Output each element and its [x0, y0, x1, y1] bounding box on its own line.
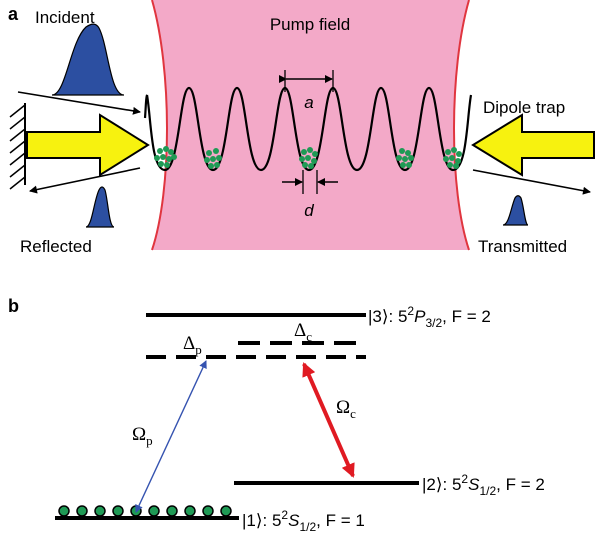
- coupling-transition-arrow: [302, 362, 355, 478]
- omega-p-sym: Ω: [132, 424, 146, 445]
- level-3-sup: 2: [407, 304, 414, 318]
- delta-p-sub: p: [195, 342, 202, 357]
- delta-c-label: Δc: [294, 320, 312, 344]
- level-2-f: , F = 2: [496, 475, 545, 494]
- delta-c-sub: c: [306, 329, 312, 344]
- level-1-term: S: [288, 511, 300, 530]
- level-2-state: : 5: [443, 475, 462, 494]
- pump-field-region: [152, 0, 469, 250]
- cloud-width-label: d: [304, 201, 314, 220]
- pump-field-right-edge: [453, 0, 470, 251]
- delta-c-sym: Δ: [294, 320, 306, 341]
- reflected-pulse: [85, 186, 115, 228]
- level-1-sup: 2: [281, 508, 288, 522]
- transmitted-label: Transmitted: [478, 237, 567, 256]
- lattice-potential-curve: [143, 86, 473, 172]
- lattice-spacing-label: a: [304, 93, 313, 112]
- level-1-f: , F = 1: [316, 511, 365, 530]
- level-1-sub: 1/2: [299, 520, 316, 533]
- level-1-state: : 5: [263, 511, 282, 530]
- reflected-beam-arrow: [29, 167, 141, 194]
- pump-field-left-edge: [151, 0, 168, 251]
- panel-a-label: a: [8, 4, 19, 24]
- level-2-term: S: [468, 475, 480, 494]
- transmitted-beam-arrow: [472, 169, 591, 195]
- incident-beam-arrow: [17, 91, 141, 115]
- delta-p-label: Δp: [183, 333, 202, 357]
- omega-p-sub: p: [146, 433, 153, 448]
- atom-cluster-3: [299, 147, 318, 169]
- omega-c-sym: Ω: [336, 397, 350, 418]
- atom-cluster-2: [204, 148, 222, 169]
- level-2-label: |2⟩: 52S1/2, F = 2: [422, 472, 545, 498]
- atom-cluster-5: [443, 147, 462, 169]
- panel-a: a Pump field Incident Reflected: [8, 0, 595, 256]
- reflected-label: Reflected: [20, 237, 92, 256]
- level-2-sub: 1/2: [479, 484, 496, 498]
- incident-pulse: [51, 23, 125, 96]
- pump-field-label: Pump field: [270, 15, 350, 34]
- level-3-ket: |3⟩: [368, 307, 389, 326]
- panel-b-label: b: [8, 296, 19, 316]
- atom-cluster-4: [396, 148, 414, 168]
- level-1-ket: |1⟩: [242, 511, 263, 530]
- panel-b: b |3⟩: 52P3/2, F = 2 Δp Δc |2⟩: 52S1/2, …: [8, 296, 545, 533]
- dipole-trap-arrow-right: [471, 113, 595, 177]
- dipole-trap-arrow-left: [26, 113, 150, 177]
- omega-c-label: Ωc: [336, 397, 356, 421]
- level-3-label: |3⟩: 52P3/2, F = 2: [368, 304, 491, 330]
- level-2-ket: |2⟩: [422, 475, 443, 494]
- omega-c-sub: c: [350, 406, 356, 421]
- level-3-state: : 5: [389, 307, 408, 326]
- ground-state-atoms: [58, 505, 232, 517]
- incident-label: Incident: [35, 8, 95, 27]
- probe-transition-arrow: [135, 360, 207, 513]
- transmitted-pulse: [502, 195, 529, 226]
- omega-p-label: Ωp: [132, 424, 153, 448]
- level-3-sub: 3/2: [425, 316, 442, 330]
- level-3-f: , F = 2: [442, 307, 491, 326]
- level-2-sup: 2: [461, 472, 468, 486]
- level-1-label: |1⟩: 52S1/2, F = 1: [242, 508, 365, 533]
- mirror: [9, 103, 26, 190]
- dipole-trap-label: Dipole trap: [483, 98, 565, 117]
- atom-cluster-1: [154, 146, 177, 168]
- level-3-term: P: [414, 307, 426, 326]
- delta-p-sym: Δ: [183, 333, 195, 354]
